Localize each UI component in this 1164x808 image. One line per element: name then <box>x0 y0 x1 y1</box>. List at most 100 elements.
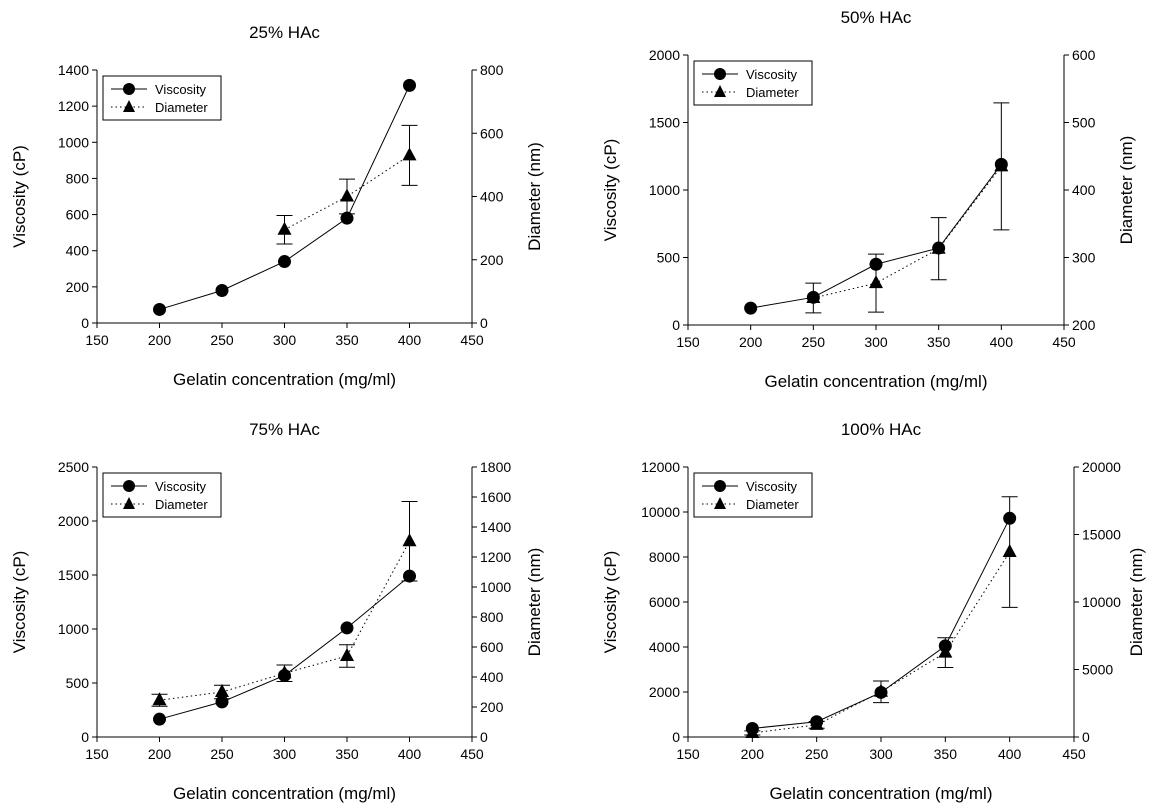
diameter-point <box>215 684 229 697</box>
y2-tick-label: 800 <box>480 609 504 625</box>
viscosity-point <box>340 211 354 225</box>
y-axis-title: Viscosity (cP) <box>10 145 29 248</box>
diameter-line <box>813 166 1002 299</box>
x-tick-label: 300 <box>273 332 297 348</box>
legend-box <box>102 75 222 121</box>
viscosity-point <box>215 283 229 297</box>
x-tick-label: 300 <box>864 334 888 350</box>
y2-tick-label: 600 <box>480 125 504 141</box>
legend: Viscosity Diameter <box>693 60 813 106</box>
y2-tick-label: 500 <box>1072 115 1096 131</box>
chart-title: 25% HAc <box>249 23 320 42</box>
x-axis-title: Gelatin concentration (mg/ml) <box>173 370 396 389</box>
y2-tick-label: 1400 <box>480 519 511 535</box>
legend-marker-circle <box>123 83 135 95</box>
diameter-point <box>745 724 760 738</box>
legend-marker-circle <box>714 68 726 80</box>
y2-axis-title: Diameter (nm) <box>1127 548 1146 657</box>
legend: Viscosity Diameter <box>693 472 813 518</box>
x-axis-title: Gelatin concentration (mg/ml) <box>765 372 988 391</box>
y-tick-label: 1000 <box>58 621 89 637</box>
x-tick-label: 350 <box>927 334 951 350</box>
diameter-point <box>874 683 888 697</box>
legend-marker-triangle <box>123 497 135 509</box>
y2-tick-label: 400 <box>480 669 504 685</box>
y-tick-label: 1200 <box>58 98 89 114</box>
diameter-point <box>402 147 417 161</box>
y2-tick-label: 1200 <box>480 549 511 565</box>
legend-marker-circle <box>123 480 135 492</box>
viscosity-point <box>153 302 166 316</box>
x-tick-label: 250 <box>210 746 234 762</box>
y2-tick-label: 800 <box>480 62 504 78</box>
viscosity-point <box>340 621 354 635</box>
x-tick-label: 350 <box>335 332 359 348</box>
y2-tick-label: 0 <box>480 315 488 331</box>
y-tick-label: 600 <box>66 207 90 223</box>
diameter-point <box>402 533 417 547</box>
viscosity-point <box>278 255 291 269</box>
chart-title: 50% HAc <box>841 8 912 27</box>
legend-marker-triangle <box>714 497 726 509</box>
y2-tick-label: 600 <box>480 639 504 655</box>
diameter-point <box>809 716 824 730</box>
x-tick-label: 400 <box>990 334 1014 350</box>
y-tick-label: 6000 <box>649 594 680 610</box>
diameter-point <box>152 692 167 706</box>
x-tick-label: 300 <box>869 746 893 762</box>
y2-tick-label: 200 <box>480 252 504 268</box>
diameter-line <box>284 154 410 231</box>
diameter-point <box>806 290 821 303</box>
x-tick-label: 450 <box>1062 746 1086 762</box>
viscosity-line <box>159 575 410 720</box>
y-tick-label: 200 <box>66 279 90 295</box>
diameter-point <box>340 188 354 202</box>
x-tick-label: 200 <box>148 746 172 762</box>
y-tick-label: 4000 <box>649 639 680 655</box>
y2-tick-label: 0 <box>1082 729 1090 745</box>
y-axis-title: Viscosity (cP) <box>601 551 620 654</box>
diameter-point <box>277 221 292 235</box>
y-tick-label: 1000 <box>58 134 89 150</box>
y-tick-label: 0 <box>672 317 680 333</box>
y-tick-label: 2000 <box>58 513 89 529</box>
y2-tick-label: 1000 <box>480 579 511 595</box>
legend: Viscosity Diameter <box>102 75 222 121</box>
x-axis-title: Gelatin concentration (mg/ml) <box>770 784 993 803</box>
viscosity-point <box>403 78 416 92</box>
legend: Viscosity Diameter <box>102 472 222 518</box>
y-axis-title: Viscosity (cP) <box>10 551 29 654</box>
y-tick-label: 800 <box>66 170 90 186</box>
x-tick-label: 400 <box>998 746 1022 762</box>
chart-title: 100% HAc <box>841 420 922 439</box>
y-tick-label: 2500 <box>58 459 89 475</box>
x-tick-label: 150 <box>676 334 700 350</box>
legend-label: Viscosity <box>155 479 207 494</box>
viscosity-point <box>744 301 758 315</box>
x-tick-label: 250 <box>805 746 829 762</box>
y2-axis-title: Diameter (nm) <box>1117 136 1136 245</box>
legend-marker-triangle <box>123 100 135 112</box>
x-tick-label: 450 <box>460 746 484 762</box>
x-axis-title: Gelatin concentration (mg/ml) <box>173 784 396 803</box>
y-tick-label: 1500 <box>649 115 680 131</box>
y-tick-label: 8000 <box>649 549 680 565</box>
y-tick-label: 2000 <box>649 684 680 700</box>
x-tick-label: 150 <box>85 746 109 762</box>
legend-box <box>693 472 813 518</box>
y2-tick-label: 1600 <box>480 489 511 505</box>
y2-axis-title: Diameter (nm) <box>525 548 544 657</box>
y-tick-label: 500 <box>66 675 90 691</box>
diameter-line <box>752 551 1011 734</box>
y2-tick-label: 20000 <box>1082 459 1121 475</box>
x-tick-label: 400 <box>398 332 422 348</box>
x-tick-label: 400 <box>398 746 422 762</box>
diameter-point <box>1002 544 1017 558</box>
chart-panel: 50% HAc 150 200 250 300 350 400 450 0 500 1000 1500… <box>601 8 1136 391</box>
diameter-point <box>931 240 946 254</box>
y2-tick-label: 400 <box>480 189 504 205</box>
diameter-point <box>340 648 354 661</box>
y2-tick-label: 1800 <box>480 459 511 475</box>
